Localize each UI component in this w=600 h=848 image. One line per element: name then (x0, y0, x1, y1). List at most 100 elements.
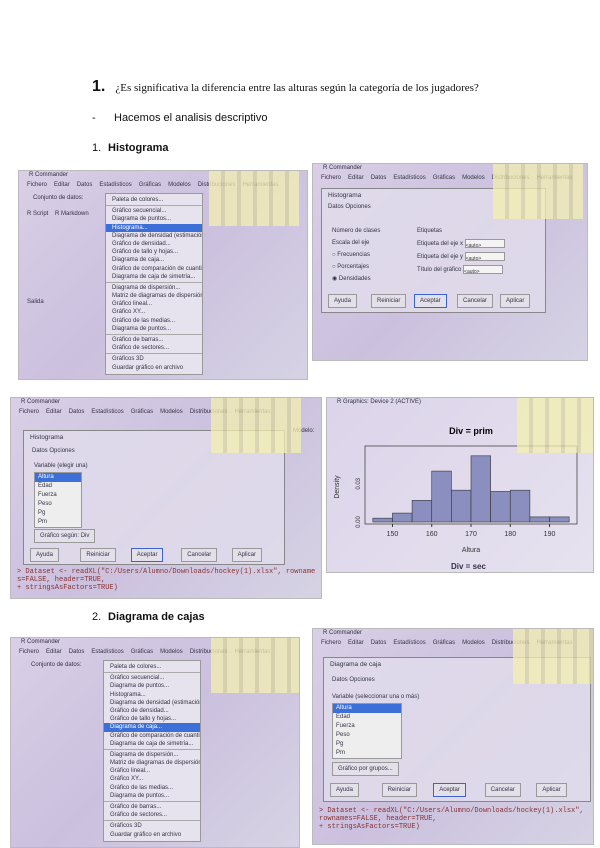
menu-item[interactable]: Matriz de diagramas de dispersión... (110, 760, 200, 767)
tab-opciones[interactable]: Opciones (49, 448, 75, 454)
list-item[interactable]: Pm (336, 750, 345, 756)
help-button[interactable]: Ayuda (328, 294, 357, 308)
menu-item[interactable]: Gráficos 3D (110, 823, 142, 830)
title-input[interactable]: <auto> (463, 264, 504, 275)
tab-opciones[interactable]: Opciones (349, 677, 375, 683)
menu-modelos[interactable]: Modelos (160, 409, 183, 415)
radio-frecuencias[interactable]: ○ Frecuencias (332, 252, 370, 258)
list-item[interactable]: Altura (333, 704, 401, 713)
menu-estadísticos[interactable]: Estadísticos (393, 175, 426, 181)
menu-item[interactable]: Diagrama de puntos... (112, 325, 172, 332)
menu-estadísticos[interactable]: Estadísticos (393, 640, 426, 646)
group-by-button[interactable]: Gráfico por grupos... (332, 762, 399, 776)
list-item[interactable]: Pm (38, 519, 47, 525)
menu-item[interactable]: Gráficos 3D (112, 356, 144, 363)
menu-item[interactable]: Guardar gráfico en archivo (112, 364, 184, 371)
menu-fichero[interactable]: Fichero (19, 649, 40, 655)
menu-gráficas[interactable]: Gráficas (432, 640, 456, 646)
menu-estadísticos[interactable]: Estadísticos (91, 649, 124, 655)
menu-item[interactable]: Diagrama de puntos... (110, 683, 170, 690)
menu-fichero[interactable]: Fichero (19, 409, 40, 415)
menu-item[interactable]: Diagrama de dispersión... (112, 284, 181, 291)
menu-item[interactable]: Diagrama de caja de simetría... (112, 273, 196, 280)
menu-item[interactable]: Histograma... (106, 223, 202, 232)
menu-item[interactable]: Paleta de colores... (112, 197, 164, 203)
apply-button[interactable]: Aplicar (500, 294, 531, 308)
list-item[interactable]: Peso (336, 732, 350, 738)
reset-button[interactable]: Reiniciar (80, 548, 116, 562)
menu-gráficas[interactable]: Gráficas (130, 409, 154, 415)
menu-modelos[interactable]: Modelos (160, 649, 183, 655)
variable-list[interactable]: Altura Edad Fuerza Peso Pg Pm (332, 703, 402, 759)
menu-item[interactable]: Diagrama de puntos... (112, 216, 172, 223)
x-label-input[interactable]: <auto> (464, 238, 505, 249)
menu-item[interactable]: Gráfico de sectores... (110, 812, 168, 819)
menu-item[interactable]: Histograma... (110, 691, 146, 698)
menu-datos[interactable]: Datos (370, 175, 387, 181)
menu-item[interactable]: Gráfico de comparación de cuantiles... (112, 265, 202, 272)
menu-datos[interactable]: Datos (76, 182, 93, 188)
list-item[interactable]: Fuerza (38, 492, 57, 498)
menu-editar[interactable]: Editar (46, 409, 62, 415)
menu-gráficas[interactable]: Gráficas (432, 175, 456, 181)
reset-button[interactable]: Reiniciar (381, 783, 417, 797)
menu-item[interactable]: Gráfico de las medias... (110, 784, 174, 791)
menu-item[interactable]: Diagrama de caja... (104, 723, 200, 732)
variable-list[interactable]: Altura Edad Fuerza Peso Pg Pm (34, 472, 82, 528)
tab-datos[interactable]: Datos (328, 204, 344, 210)
menu-fichero[interactable]: Fichero (27, 182, 48, 188)
menu-item[interactable]: Gráfico lineal... (112, 301, 153, 308)
menu-item[interactable]: Gráfico de densidad... (110, 707, 169, 714)
menu-item[interactable]: Diagrama de puntos... (110, 792, 170, 799)
list-item[interactable]: Fuerza (336, 723, 355, 729)
menu-distribuciones[interactable]: Distribuciones (189, 409, 228, 415)
menu-editar[interactable]: Editar (54, 182, 70, 188)
menu-item[interactable]: Gráfico de densidad... (112, 240, 171, 247)
menu-gráficas[interactable]: Gráficas (138, 182, 162, 188)
menu-editar[interactable]: Editar (46, 649, 62, 655)
help-button[interactable]: Ayuda (330, 783, 359, 797)
ok-button[interactable]: Aceptar (433, 783, 466, 797)
menu-fichero[interactable]: Fichero (321, 175, 342, 181)
list-item[interactable]: Edad (336, 714, 351, 720)
reset-button[interactable]: Reiniciar (371, 294, 407, 308)
cancel-button[interactable]: Cancelar (457, 294, 494, 308)
menu-item[interactable]: Gráfico de comparación de cuantiles... (110, 732, 200, 739)
menu-item[interactable]: Gráfico de sectores... (112, 345, 170, 352)
menu-gráficas[interactable]: Gráficas (130, 649, 154, 655)
menu-item[interactable]: Gráfico secuencial... (110, 675, 165, 682)
menu-item[interactable]: Gráfico de barras... (110, 804, 162, 810)
menu-fichero[interactable]: Fichero (321, 640, 342, 646)
menu-distribuciones[interactable]: Distribuciones (189, 649, 228, 655)
menu-datos[interactable]: Datos (68, 649, 85, 655)
ok-button[interactable]: Aceptar (414, 294, 447, 308)
menu-editar[interactable]: Editar (348, 640, 364, 646)
list-item[interactable]: Altura (35, 473, 81, 482)
menu-modelos[interactable]: Modelos (462, 640, 485, 646)
menu-item[interactable]: Diagrama de dispersión... (110, 751, 179, 758)
list-item[interactable]: Peso (38, 501, 52, 507)
list-item[interactable]: Edad (38, 483, 53, 489)
menu-item[interactable]: Gráfico XY... (110, 776, 144, 783)
menu-item[interactable]: Gráfico secuencial... (112, 208, 167, 215)
ok-button[interactable]: Aceptar (130, 548, 164, 562)
tab-datos[interactable]: Datos (32, 448, 48, 454)
menu-item[interactable]: Diagrama de caja... (112, 257, 165, 264)
menu-distribuciones[interactable]: Distribuciones (491, 640, 530, 646)
menu-item[interactable]: Paleta de colores... (110, 664, 162, 670)
menu-item[interactable]: Gráfico de tallo y hojas... (110, 716, 177, 723)
menu-datos[interactable]: Datos (68, 409, 85, 415)
menu-estadísticos[interactable]: Estadísticos (91, 409, 124, 415)
tab-r-script[interactable]: R Script (27, 211, 49, 217)
menu-estadísticos[interactable]: Estadísticos (99, 182, 132, 188)
menu-item[interactable]: Gráfico XY... (112, 309, 146, 316)
menu-editar[interactable]: Editar (348, 175, 364, 181)
menu-item[interactable]: Guardar gráfico en archivo (110, 831, 182, 838)
apply-button[interactable]: Aplicar (231, 548, 262, 562)
tab-opciones[interactable]: Opciones (345, 204, 371, 210)
group-by-button[interactable]: Gráfico según: Div (34, 529, 96, 543)
menu-modelos[interactable]: Modelos (462, 175, 485, 181)
apply-button[interactable]: Aplicar (536, 783, 567, 797)
menu-modelos[interactable]: Modelos (168, 182, 191, 188)
tab-r-markdown[interactable]: R Markdown (55, 211, 89, 217)
